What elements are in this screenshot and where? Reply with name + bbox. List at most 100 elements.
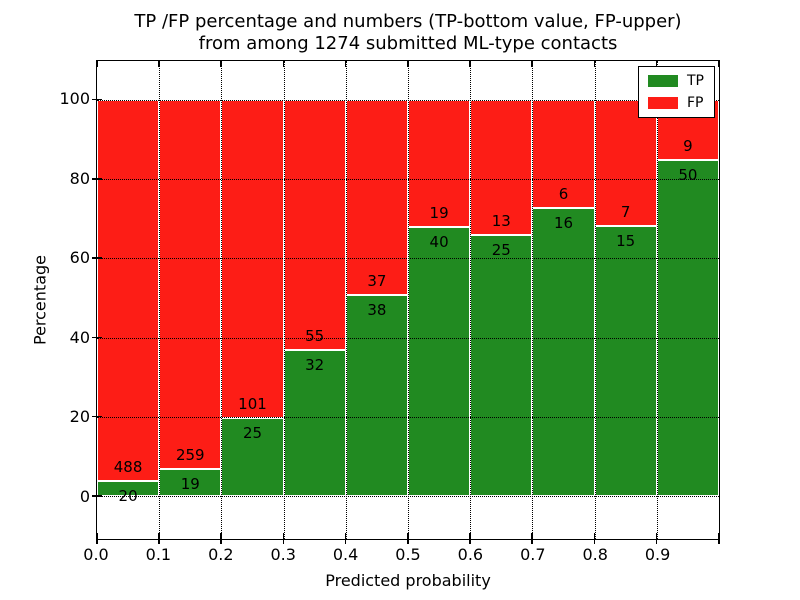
horizontal-gridline [97, 179, 719, 181]
x-tick-label: 0.4 [332, 545, 359, 564]
vertical-gridline [470, 61, 472, 539]
x-tick-mark-top [469, 61, 471, 67]
x-tick-mark [96, 533, 98, 544]
fp-count-label: 19 [429, 204, 449, 223]
tp-segment [594, 225, 657, 497]
horizontal-gridline [97, 99, 719, 101]
vertical-gridline [221, 61, 223, 539]
tp-segment [159, 469, 222, 497]
x-tick-label: 0.7 [520, 545, 546, 564]
fp-segment [283, 99, 346, 351]
x-tick-label: 0.0 [83, 545, 109, 564]
x-tick-mark [407, 533, 409, 544]
tp-segment [221, 417, 284, 497]
x-tick-label: 0.3 [270, 545, 296, 564]
x-tick-mark [220, 533, 222, 544]
fp-segment [345, 99, 408, 296]
vertical-gridline [408, 61, 409, 539]
fp-count-label: 259 [175, 446, 205, 465]
x-tick-label: 0.2 [208, 545, 234, 564]
tp-segment [345, 295, 408, 497]
x-axis-tick-labels: 0.0 0.1 0.2 0.3 0.4 0.5 0.6 0.7 0.8 0.9 [83, 545, 720, 565]
x-tick-mark-top [593, 61, 596, 67]
x-tick-mark-top [531, 61, 533, 67]
fp-legend-label: FP [687, 95, 704, 111]
x-tick-mark [531, 533, 533, 544]
stacked-bar-0.6-0.7 [470, 99, 533, 497]
plot-area: TP FP 488 20 259 19 101 25 55 32 37 38 19 40 13 25 6 16… [92, 60, 720, 544]
x-tick-mark [344, 533, 347, 544]
y-tick-label: 80 [69, 168, 90, 188]
tp-segment [97, 480, 160, 497]
y-tick-label: 60 [69, 248, 90, 268]
fp-count-label: 6 [558, 184, 569, 203]
chart-title-line1: TP /FP percentage and numbers (TP-bottom… [134, 11, 682, 32]
x-tick-mark [593, 533, 596, 544]
x-tick-mark [158, 533, 160, 544]
vertical-gridline [283, 61, 285, 539]
x-tick-mark [718, 533, 720, 544]
stacked-bar-0.0-0.1 [97, 99, 160, 497]
stacked-bar-0.3-0.4 [283, 99, 346, 497]
fp-count-label: 55 [305, 327, 325, 346]
tp-segment [408, 227, 471, 497]
y-tick-mark [92, 495, 102, 497]
horizontal-gridline [97, 496, 719, 498]
tp-count-label: 25 [491, 241, 511, 260]
tp-count-label: 19 [180, 475, 200, 494]
x-tick-mark [469, 533, 471, 544]
legend-item-tp: TP [648, 74, 704, 88]
horizontal-gridline [97, 337, 719, 339]
vertical-gridline [594, 61, 596, 539]
x-tick-mark-top [96, 61, 98, 67]
x-tick-mark-top [655, 61, 658, 67]
y-tick-mark [92, 415, 102, 418]
fp-count-label: 488 [113, 457, 143, 476]
x-tick-label: 0.8 [582, 545, 608, 564]
vertical-gridline [345, 61, 347, 539]
vertical-gridline [532, 61, 534, 539]
stacked-bar-0.4-0.5 [345, 99, 408, 497]
fp-segment [159, 99, 222, 470]
stacked-bar-0.8-0.9 [594, 99, 657, 497]
x-tick-mark-top [220, 61, 222, 67]
horizontal-gridline [97, 416, 719, 418]
x-tick-mark [282, 533, 285, 544]
fp-count-label: 9 [683, 137, 693, 156]
tp-count-label: 32 [305, 356, 325, 375]
fp-segment [532, 99, 595, 208]
tp-count-label: 25 [242, 423, 263, 442]
tp-segment [532, 207, 595, 497]
tp-count-label: 15 [616, 231, 636, 250]
tp-legend-label: TP [687, 73, 704, 89]
horizontal-gridline [97, 258, 719, 260]
tp-count-label: 50 [678, 166, 698, 185]
x-tick-mark-top [718, 61, 720, 67]
vertical-gridline [656, 61, 658, 539]
x-tick-mark [655, 533, 658, 544]
legend: TP FP [638, 66, 715, 118]
chart-title: TP /FP percentage and numbers (TP-bottom… [96, 11, 720, 55]
chart-title-line2: from among 1274 submitted ML-type contac… [198, 33, 618, 54]
x-tick-mark-top [344, 61, 347, 67]
tp-count-label: 38 [367, 301, 387, 320]
fp-legend-swatch [648, 97, 678, 109]
fp-count-label: 13 [491, 212, 511, 231]
y-tick-label: 40 [69, 327, 90, 347]
fp-count-label: 7 [620, 202, 631, 221]
x-tick-label: 0.9 [644, 545, 671, 564]
fp-segment [97, 99, 160, 481]
x-tick-mark-top [158, 61, 160, 67]
y-tick-mark [92, 98, 102, 101]
x-tick-label: 0.6 [457, 545, 484, 564]
y-tick-label: 20 [69, 407, 90, 427]
x-tick-mark-top [282, 61, 285, 67]
tp-count-label: 40 [429, 233, 449, 252]
x-tick-label: 0.1 [145, 545, 172, 564]
legend-item-fp: FP [648, 96, 704, 110]
y-tick-mark [92, 178, 102, 180]
fp-count-label: 101 [238, 394, 267, 413]
x-tick-label: 0.5 [395, 545, 421, 564]
stacked-bar-0.1-0.2 [159, 99, 222, 497]
